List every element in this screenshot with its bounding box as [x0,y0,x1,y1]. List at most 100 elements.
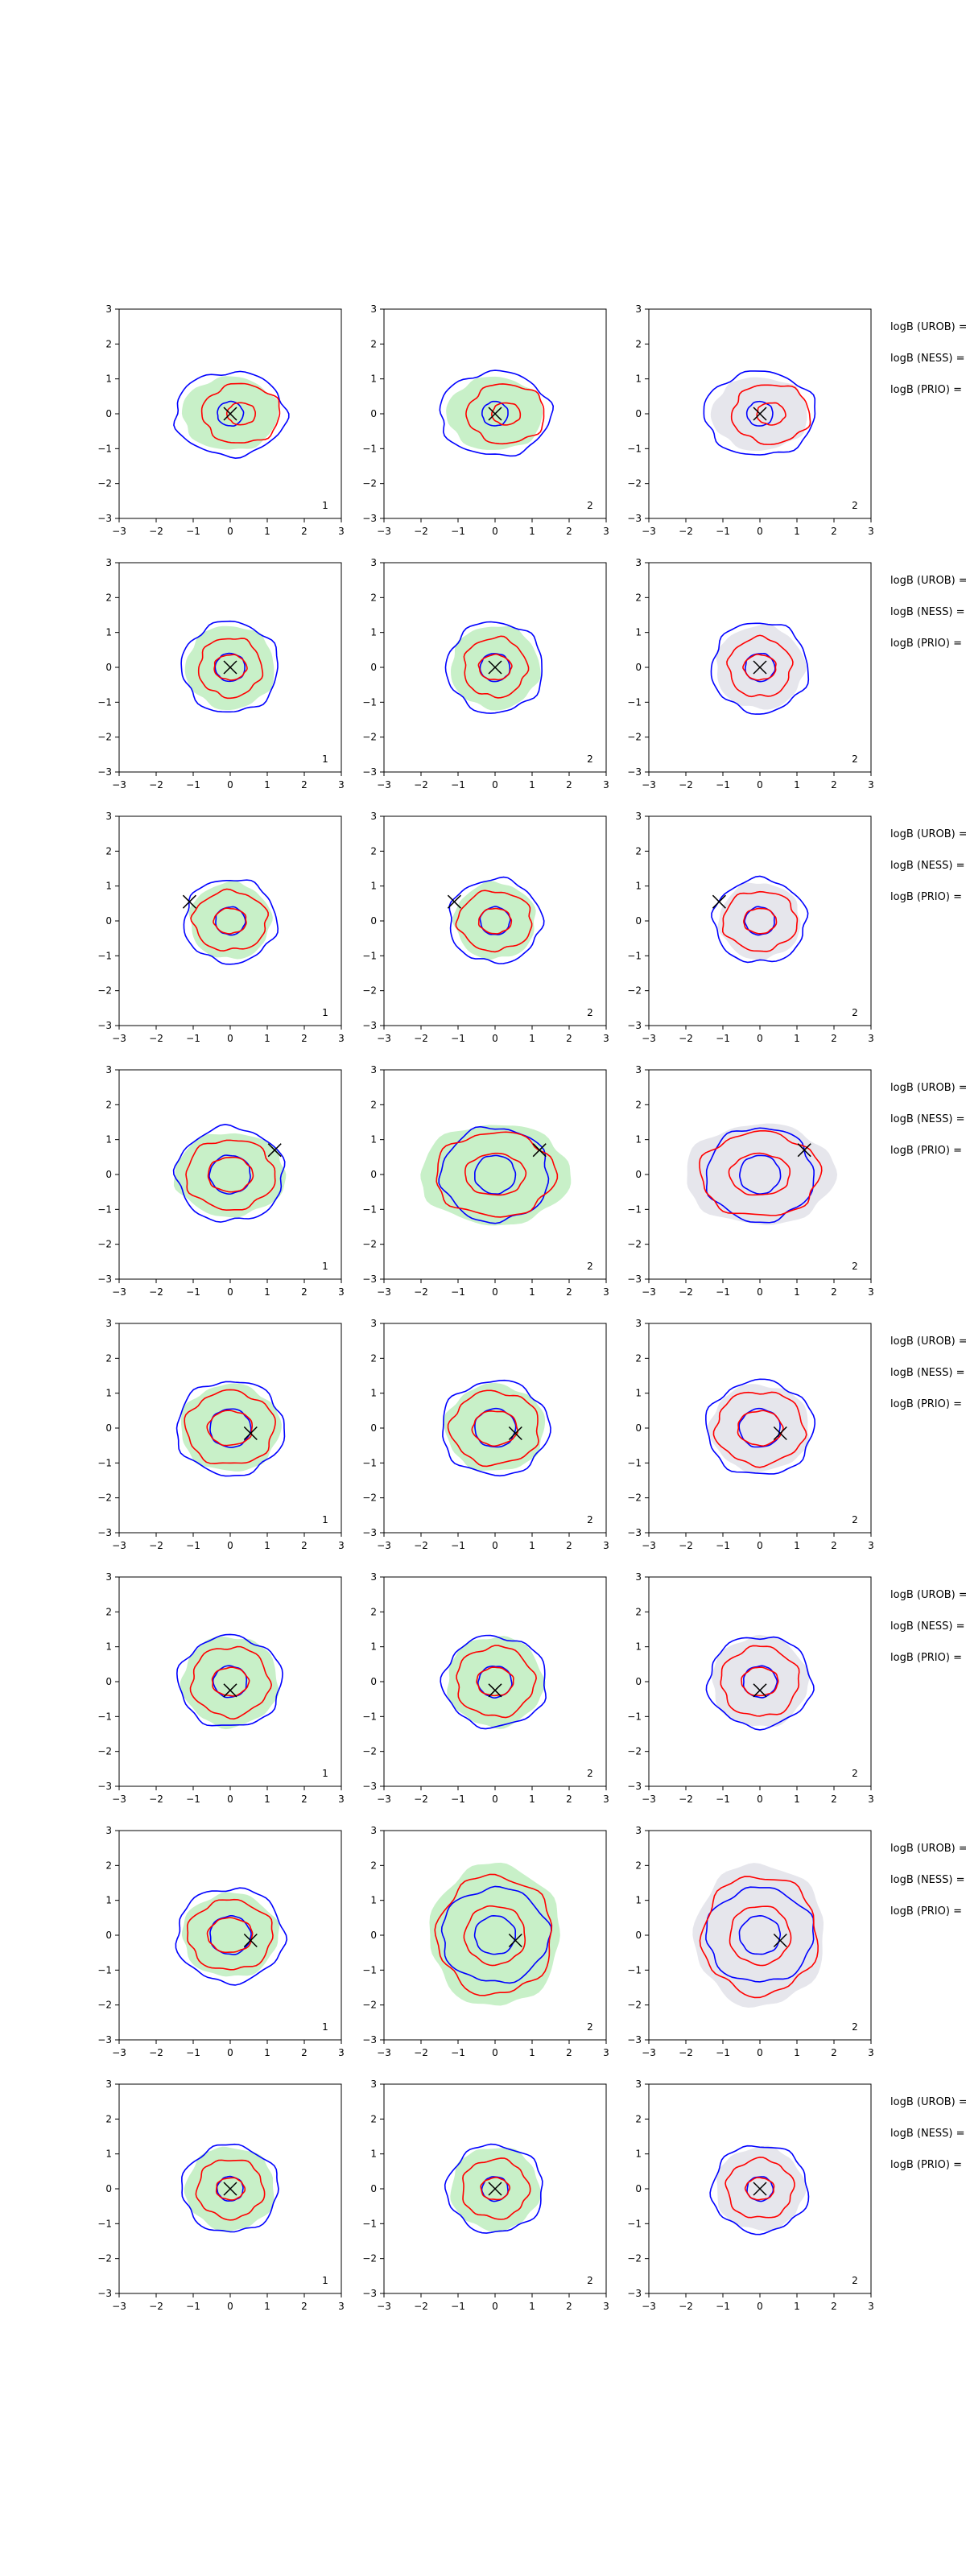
x-tick-label: 1 [794,1286,800,1298]
red-contour-inner [213,907,247,935]
x-tick-label: 0 [492,526,498,537]
y-tick-label: −3 [97,2288,112,2299]
logb-label: logB (UROB) = [890,1843,966,1855]
y-tick-label: 3 [105,2079,112,2090]
y-tick-label: −1 [97,1203,112,1215]
x-tick-label: 1 [529,1540,535,1551]
panel-number-label: 2 [587,753,593,765]
x-tick-label: −2 [149,1033,163,1044]
y-tick-label: 0 [635,662,642,673]
y-tick-label: 0 [370,915,377,927]
x-tick-label: 1 [264,2301,270,2312]
x-tick-label: 3 [338,1794,345,1805]
x-tick-label: 0 [227,1286,233,1298]
y-tick-label: −2 [97,1746,112,1757]
blue-contour-inner [742,1665,778,1699]
y-tick-label: −3 [627,1781,642,1792]
x-tick-label: −1 [186,1286,200,1298]
y-tick-label: −1 [97,696,112,708]
x-tick-label: −3 [642,779,656,791]
x-tick-label: −3 [377,2047,391,2058]
x-tick-label: 3 [603,526,609,537]
red-contour-inner [477,907,513,935]
panel-plot-area [705,1378,816,1475]
y-tick-label: 2 [105,1352,112,1364]
x-tick-label: 3 [338,1540,345,1551]
x-tick-label: −3 [112,779,126,791]
x-tick-label: −3 [377,779,391,791]
y-tick-label: 2 [105,338,112,349]
y-tick-label: −1 [627,1203,642,1215]
density-fill [717,882,801,961]
blue-contour-outer [711,875,809,964]
red-contour-inner [728,1152,791,1196]
y-tick-label: 2 [635,845,642,857]
panel-plot-area [442,1379,551,1477]
panel-r2-c2: −3 −2 −1 0 1 2 3 −3 −2 −1 0 1 2 3 2 [362,557,609,791]
y-tick-label: −3 [627,513,642,524]
panel-number-label: 2 [852,500,858,511]
y-tick-label: −3 [627,1020,642,1031]
panel-r3-c1: −3 −2 −1 0 1 2 3 −3 −2 −1 0 1 2 3 1 [97,811,345,1044]
logb-label: logB (UROB) = [890,1335,966,1348]
x-tick-label: −2 [679,2301,693,2312]
logb-label: logB (NESS) = [890,2128,964,2140]
x-tick-label: −3 [112,526,126,537]
red-contour-outer [722,890,799,952]
x-tick-label: 1 [264,1033,270,1044]
x-tick-label: −3 [112,2301,126,2312]
red-contour-outer [465,383,545,445]
blue-contour-outer [175,1887,288,1986]
y-tick-label: −2 [97,478,112,489]
y-tick-label: 2 [635,2113,642,2124]
y-tick-label: −3 [97,1020,112,1031]
panel-number-label: 2 [852,1261,858,1272]
logb-label: logB (PRIO) = [890,384,962,396]
y-tick-label: 2 [370,1860,377,1871]
red-contour-inner [756,402,786,426]
panel-r6-c3: −3 −2 −1 0 1 2 3 −3 −2 −1 0 1 2 3 2 [627,1571,874,1805]
y-tick-label: −1 [627,443,642,454]
red-contour-outer [197,638,264,700]
panel-r1-c2: −3 −2 −1 0 1 2 3 −3 −2 −1 0 1 2 3 2 [362,303,609,537]
blue-contour-outer [175,1381,286,1477]
panel-r4-c2: −3 −2 −1 0 1 2 3 −3 −2 −1 0 1 2 3 2 [362,1064,609,1298]
x-tick-label: 0 [227,1540,233,1551]
y-tick-label: 1 [370,1641,377,1653]
x-tick-label: 1 [529,1794,535,1805]
x-tick-label: 2 [831,1540,837,1551]
blue-contour-outer [709,2145,810,2235]
x-tick-label: −1 [716,2047,730,2058]
logb-label: logB (UROB) = [890,575,966,587]
x-tick-label: −1 [451,1286,465,1298]
x-tick-label: 1 [794,526,800,537]
panel-r5-c3: −3 −2 −1 0 1 2 3 −3 −2 −1 0 1 2 3 2 [627,1318,874,1551]
x-tick-label: −3 [377,2301,391,2312]
y-tick-label: 0 [370,408,377,419]
true-value-marker [508,1426,522,1441]
x-tick-label: −2 [679,1033,693,1044]
x-tick-label: 2 [831,1286,837,1298]
y-tick-label: 1 [635,2149,642,2160]
logb-label: logB (PRIO) = [890,1905,962,1918]
y-tick-label: −2 [627,985,642,997]
blue-contour-outer [710,622,810,715]
x-tick-label: −1 [716,2301,730,2312]
y-tick-label: 3 [105,303,112,315]
panel-number-label: 1 [322,753,328,765]
x-tick-label: −1 [451,526,465,537]
y-tick-label: 3 [635,811,642,822]
y-tick-label: 3 [635,1571,642,1583]
x-tick-label: −1 [186,2047,200,2058]
y-tick-label: 2 [105,1606,112,1617]
panel-number-label: 2 [587,1261,593,1272]
y-tick-label: −1 [97,1457,112,1468]
x-tick-label: −2 [414,1033,428,1044]
y-tick-label: 2 [105,1099,112,1110]
density-fill [692,1863,824,2008]
y-tick-label: −3 [627,2034,642,2046]
y-tick-label: 2 [105,592,112,603]
panel-r6-c2: −3 −2 −1 0 1 2 3 −3 −2 −1 0 1 2 3 2 [362,1571,609,1805]
panel-r1-c3: −3 −2 −1 0 1 2 3 −3 −2 −1 0 1 2 3 2 [627,303,874,537]
y-tick-label: −2 [97,1492,112,1504]
